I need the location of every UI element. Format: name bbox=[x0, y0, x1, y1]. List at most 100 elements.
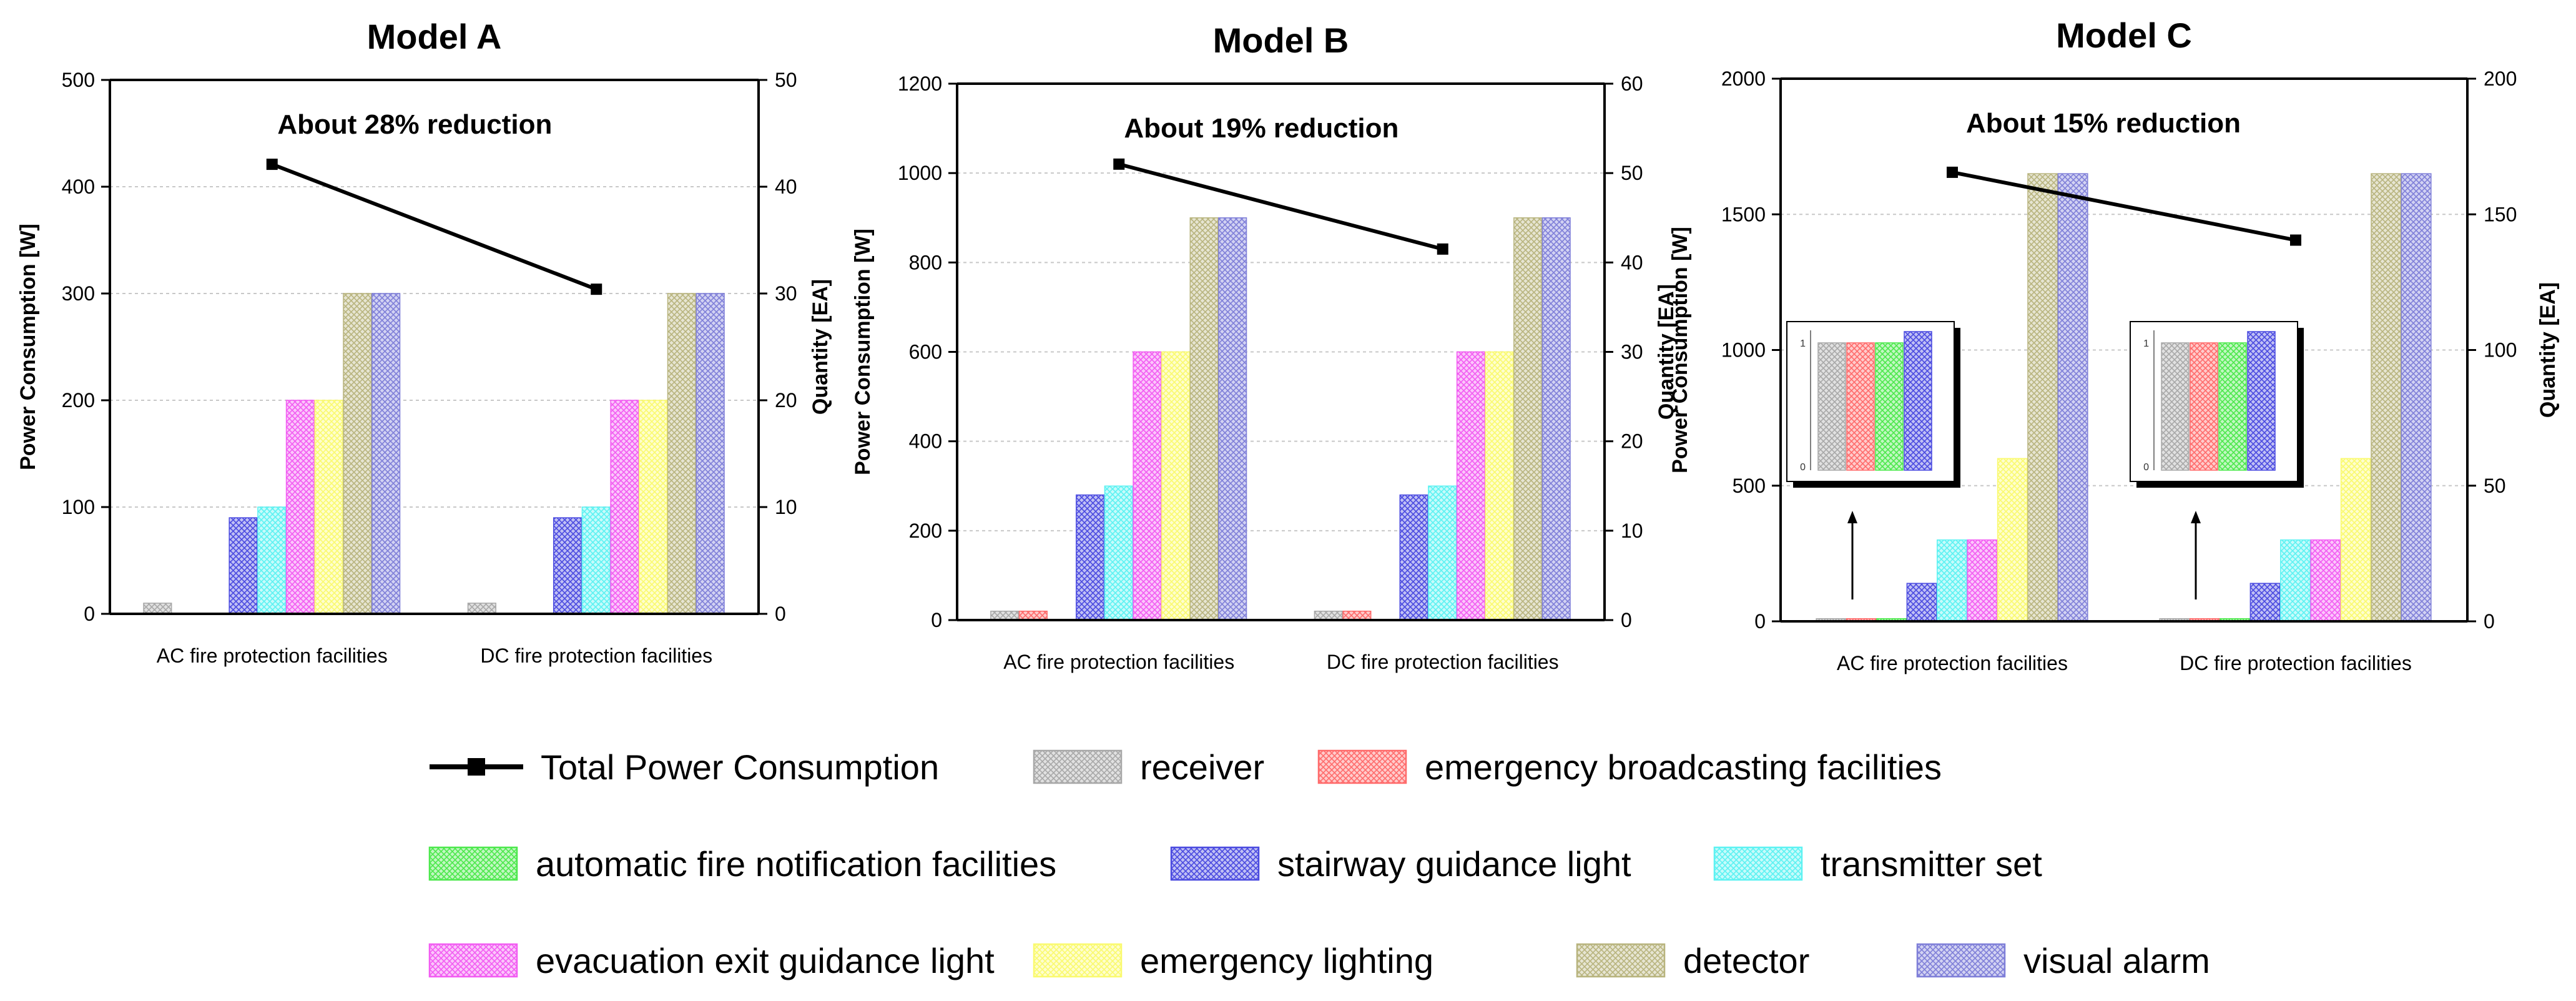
inset-bar-receiver bbox=[1817, 342, 1846, 471]
left-tick-label: 600 bbox=[909, 341, 942, 363]
legend: Total Power Consumption receiver emergency… bbox=[428, 747, 2210, 980]
bar-detector bbox=[667, 293, 696, 614]
total-power-marker bbox=[1113, 158, 1125, 170]
bar-receiver bbox=[467, 603, 496, 614]
left-tick-label: 200 bbox=[909, 520, 942, 542]
inset-bar-receiver bbox=[2161, 342, 2190, 471]
legend-hatch-swatch bbox=[1033, 749, 1123, 784]
legend-item-total-power-consumption: Total Power Consumption bbox=[430, 747, 939, 787]
inset-bar-automatic-fire-notification-facilities bbox=[1875, 342, 1904, 471]
total-power-line bbox=[1118, 162, 1443, 251]
legend-hatch-swatch bbox=[428, 846, 518, 881]
bar-transmitter-set bbox=[1428, 485, 1457, 621]
right-tick-label: 10 bbox=[1621, 520, 1643, 542]
y2-axis-label: Quantity [EA] bbox=[2536, 282, 2560, 418]
left-tick-label: 1000 bbox=[898, 162, 942, 184]
bar-evacuation-exit-guidance-light bbox=[1133, 351, 1162, 621]
legend-hatch-swatch bbox=[1916, 943, 2006, 978]
legend-hatch-swatch bbox=[1713, 846, 1803, 881]
legend-label: Total Power Consumption bbox=[541, 747, 939, 787]
inset-bar-stairway-guidance-light bbox=[1904, 331, 1932, 471]
legend-hatch-swatch bbox=[1033, 943, 1123, 978]
legend-item-automatic-fire-notification-facilities: automatic fire notification facilities bbox=[428, 844, 1056, 884]
inset-bar-automatic-fire-notification-facilities bbox=[2218, 342, 2247, 471]
left-tick-label: 400 bbox=[909, 430, 942, 453]
bar-evacuation-exit-guidance-light bbox=[1456, 351, 1485, 621]
legend-item-stairway-guidance-light: stairway guidance light bbox=[1170, 844, 1631, 884]
right-tick-label: 50 bbox=[775, 69, 797, 91]
left-tick-label: 400 bbox=[62, 175, 95, 198]
bar-stairway-guidance-light bbox=[2249, 583, 2281, 622]
bar-transmitter-set bbox=[1937, 539, 1967, 622]
inset-bar-emergency-broadcasting-facilities bbox=[1846, 342, 1875, 471]
bar-emergency-lighting bbox=[1161, 351, 1191, 621]
y-axis-label: Power Consumption [W] bbox=[1668, 227, 1692, 473]
total-power-marker bbox=[2290, 234, 2301, 246]
right-tick-label: 40 bbox=[1621, 251, 1643, 274]
bar-detector bbox=[1513, 217, 1543, 621]
bar-visual-alarm bbox=[1218, 217, 1247, 621]
legend-hatch-swatch bbox=[1170, 846, 1260, 881]
total-power-marker bbox=[266, 159, 278, 170]
left-tick-label: 2000 bbox=[1721, 67, 1766, 90]
inset-arrowhead bbox=[1847, 511, 1857, 523]
left-tick-label: 1500 bbox=[1721, 203, 1766, 225]
bar-visual-alarm bbox=[2401, 173, 2432, 622]
chart-title: Model A bbox=[367, 17, 502, 56]
bar-emergency-lighting bbox=[2340, 458, 2371, 622]
legend-hatch-swatch bbox=[428, 943, 518, 978]
reduction-annotation: About 15% reduction bbox=[1966, 108, 2241, 139]
left-tick-label: 300 bbox=[62, 282, 95, 305]
legend-item-emergency-lighting: emergency lighting bbox=[1033, 941, 1433, 980]
inset-tick-label: 1 bbox=[2143, 338, 2149, 349]
bar-transmitter-set bbox=[2280, 539, 2311, 622]
right-tick-label: 30 bbox=[1621, 341, 1643, 363]
right-tick-label: 200 bbox=[2484, 67, 2517, 90]
legend-label: transmitter set bbox=[1821, 844, 2042, 884]
reduction-annotation: About 19% reduction bbox=[1124, 113, 1399, 144]
bar-stairway-guidance-light bbox=[1076, 494, 1105, 621]
bar-receiver bbox=[143, 603, 172, 614]
bar-detector bbox=[2371, 173, 2402, 622]
inset-tick-label: 0 bbox=[1800, 462, 1806, 473]
right-tick-label: 50 bbox=[2484, 475, 2506, 497]
legend-label: automatic fire notification facilities bbox=[536, 844, 1056, 884]
left-tick-label: 0 bbox=[84, 603, 95, 625]
legend-label: evacuation exit guidance light bbox=[536, 941, 995, 980]
left-tick-label: 800 bbox=[909, 251, 942, 274]
right-tick-label: 0 bbox=[1621, 609, 1632, 631]
legend-item-emergency-broadcasting-facilities: emergency broadcasting facilities bbox=[1317, 747, 1942, 787]
chart-model-a: Model A AC fire protection facilities DC f… bbox=[16, 17, 832, 667]
category-label: AC fire protection facilities bbox=[1003, 651, 1234, 673]
total-power-marker bbox=[591, 284, 602, 295]
chart-model-b: Model B AC fire protection facilities DC f… bbox=[851, 21, 1678, 673]
right-tick-label: 20 bbox=[775, 389, 797, 412]
bar-transmitter-set bbox=[257, 506, 287, 614]
y-axis-label: Power Consumption [W] bbox=[16, 224, 40, 470]
legend-item-transmitter-set: transmitter set bbox=[1713, 844, 2042, 884]
left-tick-label: 1200 bbox=[898, 72, 942, 95]
category-label: DC fire protection facilities bbox=[2180, 652, 2412, 674]
bar-emergency-broadcasting-facilities bbox=[1342, 610, 1372, 621]
chart-title: Model B bbox=[1213, 21, 1349, 60]
bar-transmitter-set bbox=[581, 506, 611, 614]
bar-evacuation-exit-guidance-light bbox=[285, 400, 315, 614]
total-power-marker bbox=[1947, 166, 1958, 178]
bar-detector bbox=[1189, 217, 1219, 621]
legend-item-receiver: receiver bbox=[1033, 747, 1264, 787]
legend-label: stairway guidance light bbox=[1277, 844, 1631, 884]
bar-detector bbox=[2027, 173, 2058, 622]
right-tick-label: 10 bbox=[775, 496, 797, 518]
legend-label: visual alarm bbox=[2023, 941, 2210, 980]
inset-bar-emergency-broadcasting-facilities bbox=[2190, 342, 2218, 471]
category-label: DC fire protection facilities bbox=[480, 644, 712, 667]
bar-visual-alarm bbox=[371, 293, 401, 614]
right-tick-label: 100 bbox=[2484, 339, 2517, 362]
bar-receiver bbox=[1314, 610, 1343, 621]
legend-item-visual-alarm: visual alarm bbox=[1916, 941, 2210, 980]
bar-detector bbox=[343, 293, 372, 614]
inset-arrowhead bbox=[2191, 511, 2201, 523]
total-power-marker bbox=[1437, 243, 1448, 255]
inset-bar-stairway-guidance-light bbox=[2247, 331, 2276, 471]
